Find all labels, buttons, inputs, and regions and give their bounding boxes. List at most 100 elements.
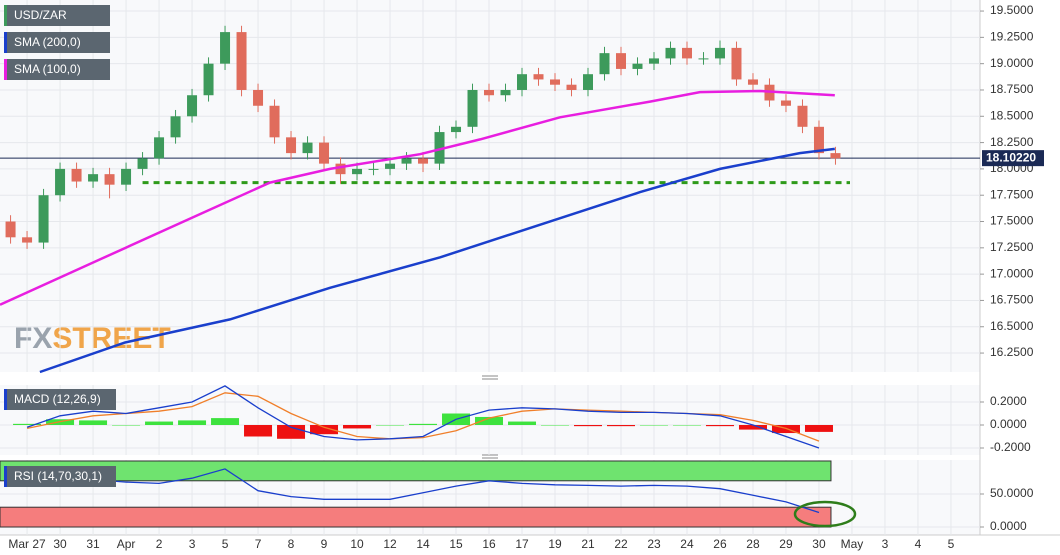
macd-histogram-bar [211, 418, 240, 425]
candle-body [632, 63, 643, 69]
y-tick-label: 18.2500 [990, 135, 1034, 149]
legend-box [4, 59, 110, 80]
candle-body [170, 116, 181, 138]
x-tick-label: 30 [53, 537, 67, 551]
legend-swatch [4, 32, 7, 53]
candle-body [747, 79, 758, 85]
candle-body [71, 168, 82, 182]
x-tick-label: 23 [647, 537, 661, 551]
x-tick-label: 21 [581, 537, 595, 551]
x-tick-label: 17 [515, 537, 529, 551]
y-tick-label: 0.0000 [990, 519, 1027, 533]
last-price-box [982, 150, 1044, 167]
legend-label: SMA (100,0) [14, 62, 81, 76]
candle-body [615, 53, 626, 69]
macd-line [26, 385, 820, 449]
y-tick-label: 50.0000 [990, 486, 1034, 500]
macd-histogram-bar [13, 423, 42, 425]
x-tick-label: 29 [779, 537, 793, 551]
legend-swatch [4, 466, 7, 487]
macd-histogram-bar [277, 425, 306, 439]
rsi-line [27, 468, 820, 514]
candle-body [187, 95, 198, 117]
legend-swatch [4, 5, 7, 26]
x-tick-label: 14 [416, 537, 430, 551]
candle-body [681, 47, 692, 59]
y-tick-label: 16.5000 [990, 319, 1034, 333]
x-tick-label: 28 [746, 537, 760, 551]
x-tick-label: 3 [189, 537, 196, 551]
sma-line [0, 89, 835, 306]
pane-handle[interactable] [482, 454, 498, 459]
x-tick-label: 26 [713, 537, 727, 551]
candle-body [599, 53, 610, 75]
macd-histogram-bar [376, 425, 405, 426]
oversold-band [0, 506, 832, 528]
y-tick-label: -0.2000 [990, 440, 1031, 454]
y-tick-label: 17.7500 [990, 187, 1034, 201]
candle-body [203, 63, 214, 96]
candle-body [533, 74, 544, 80]
x-tick-label: Mar 27 [8, 537, 46, 551]
indicator-title: RSI (14,70,30,1) [14, 469, 102, 483]
macd-histogram-bar [343, 425, 372, 429]
last-price-label: 18.10220 [986, 150, 1036, 164]
y-tick-label: 17.2500 [990, 240, 1034, 254]
legend-swatch [4, 389, 7, 410]
candle-body [401, 158, 412, 164]
indicator-title: MACD (12,26,9) [14, 392, 101, 406]
sma-line [39, 147, 835, 374]
candle-body [335, 163, 346, 175]
x-tick-label: 31 [86, 537, 100, 551]
candle-body [302, 142, 313, 154]
candle-body [698, 58, 709, 60]
x-tick-label: 9 [321, 537, 328, 551]
candle-body [648, 58, 659, 64]
candle-body [434, 132, 445, 164]
legend-label: SMA (200,0) [14, 35, 81, 49]
macd-histogram-bar [475, 416, 504, 425]
x-tick-label: 5 [222, 537, 229, 551]
macd-histogram-bar [508, 421, 537, 425]
macd-histogram-bar [409, 423, 438, 425]
macd-histogram-bar [244, 425, 273, 437]
y-tick-label: 16.7500 [990, 293, 1034, 307]
candle-body [665, 47, 676, 59]
candle-body [714, 47, 725, 59]
macd-histogram-bar [79, 420, 108, 425]
macd-histogram-bar [574, 425, 602, 427]
candle-body [830, 153, 841, 159]
candle-body [55, 168, 66, 196]
candle-body [418, 158, 429, 164]
x-tick-label: 5 [948, 537, 955, 551]
y-tick-label: 19.5000 [990, 3, 1034, 17]
candle-body [5, 221, 16, 238]
x-tick-label: 16 [482, 537, 496, 551]
candle-body [517, 74, 528, 90]
pane-handle[interactable] [482, 375, 498, 380]
legend-box [4, 32, 110, 53]
overbought-band [0, 460, 832, 482]
macd-histogram-bar [672, 425, 701, 426]
macd-histogram-bar [738, 425, 767, 430]
y-tick-label: 17.0000 [990, 266, 1034, 280]
x-tick-label: 12 [383, 537, 397, 551]
price-panel [0, 0, 980, 372]
x-tick-label: 30 [812, 537, 826, 551]
watermark-street: STREET [52, 322, 170, 355]
x-tick-label: Apr [117, 537, 136, 551]
candle-body [550, 79, 561, 85]
x-tick-label: 19 [548, 537, 562, 551]
legend-box [4, 466, 116, 487]
candle-body [269, 105, 280, 138]
candle-body [121, 168, 132, 185]
y-tick-label: 19.2500 [990, 30, 1034, 44]
watermark: FXSTREET [14, 322, 171, 355]
candle-body [813, 126, 824, 154]
x-tick-label: 4 [915, 537, 922, 551]
y-tick-label: 0.2000 [990, 394, 1027, 408]
legend-swatch [4, 59, 7, 80]
candle-body [154, 137, 165, 159]
x-tick-label: May [841, 537, 864, 551]
